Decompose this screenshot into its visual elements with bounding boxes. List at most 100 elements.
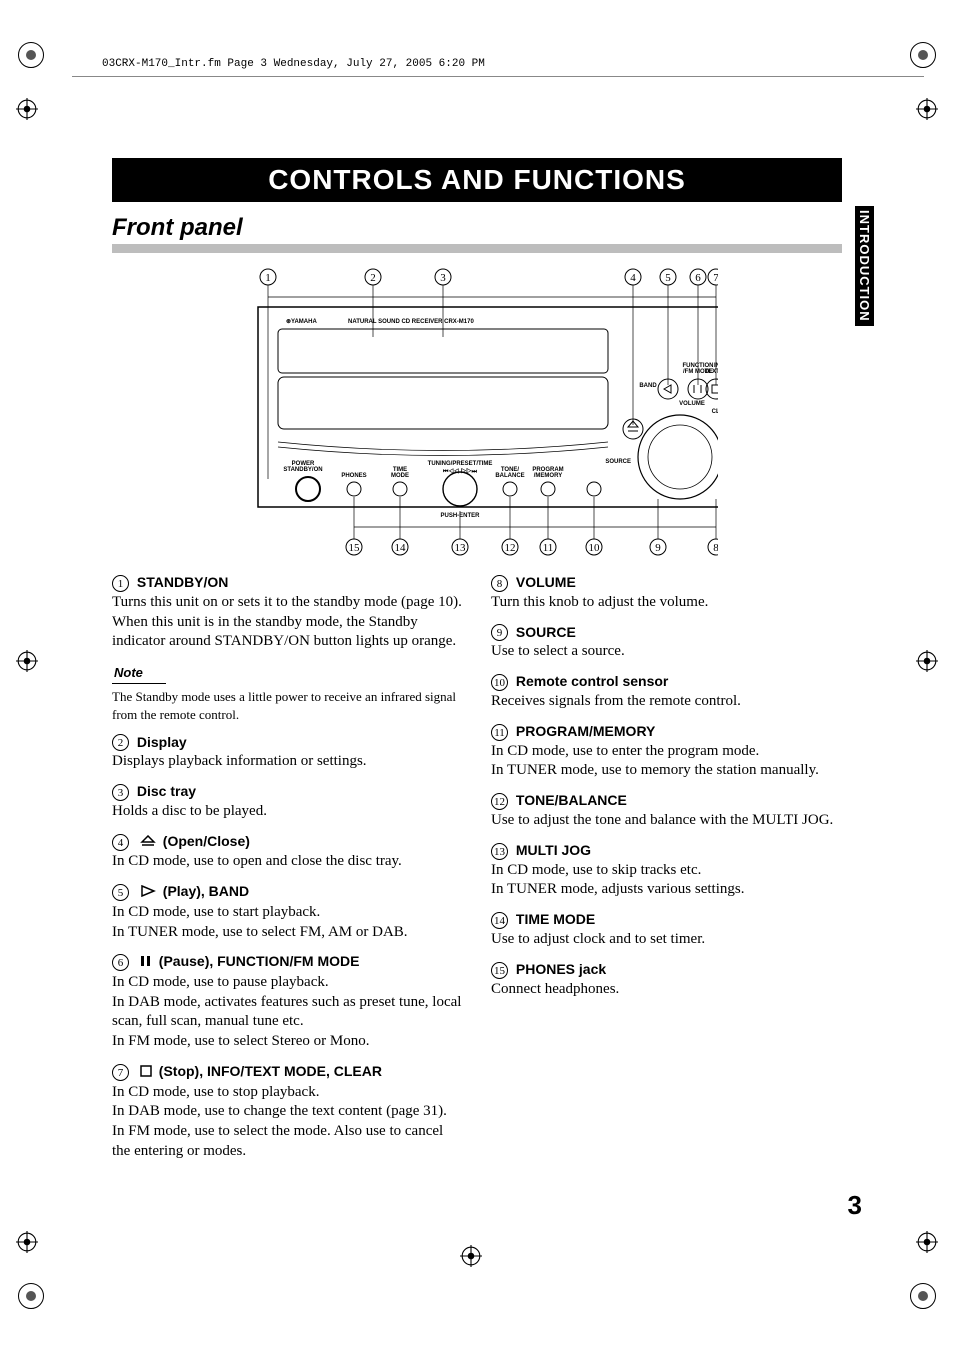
svg-text:BAND: BAND bbox=[639, 383, 657, 389]
registration-mark bbox=[16, 650, 38, 672]
item-body: Connect headphones. bbox=[491, 980, 842, 1000]
item-body: Use to adjust the tone and balance with … bbox=[491, 811, 842, 831]
crop-circle-br bbox=[910, 1283, 936, 1309]
callout-number: 7 bbox=[112, 1064, 129, 1081]
registration-mark bbox=[460, 1245, 482, 1267]
crop-circle-bl bbox=[18, 1283, 44, 1309]
svg-text:VOLUME: VOLUME bbox=[679, 401, 705, 407]
page-content: CONTROLS AND FUNCTIONS Front panel 1 2 3… bbox=[112, 158, 842, 1162]
item-body: Displays playback information or setting… bbox=[112, 752, 463, 772]
note-label: Note bbox=[112, 662, 166, 684]
svg-text:PHONES: PHONES bbox=[341, 473, 366, 479]
svg-text:1: 1 bbox=[265, 272, 271, 284]
description-columns: 1 STANDBY/ONTurns this unit on or sets i… bbox=[112, 573, 842, 1162]
page-title: CONTROLS AND FUNCTIONS bbox=[112, 158, 842, 202]
callout-number: 3 bbox=[112, 784, 129, 801]
svg-text:11: 11 bbox=[543, 542, 554, 554]
registration-mark bbox=[916, 1231, 938, 1253]
callout-number: 13 bbox=[491, 843, 508, 860]
item-body: In CD mode, use to skip tracks etc.In TU… bbox=[491, 861, 842, 901]
item-heading: 7 (Stop), INFO/TEXT MODE, CLEAR bbox=[112, 1062, 463, 1082]
item-title: VOLUME bbox=[516, 574, 576, 590]
item-title: (Play), BAND bbox=[163, 883, 249, 899]
note-text: The Standby mode uses a little power to … bbox=[112, 688, 463, 722]
svg-text:13: 13 bbox=[455, 542, 467, 554]
svg-text:CLEAR: CLEAR bbox=[712, 409, 718, 415]
stop-icon bbox=[140, 1063, 152, 1081]
grey-rule bbox=[112, 244, 842, 253]
item-body: Turn this knob to adjust the volume. bbox=[491, 593, 842, 613]
pause-icon bbox=[140, 953, 152, 971]
svg-text:7: 7 bbox=[713, 272, 718, 284]
callout-number: 12 bbox=[491, 793, 508, 810]
svg-text:MODE: MODE bbox=[391, 473, 409, 479]
registration-mark bbox=[916, 650, 938, 672]
callout-number: 1 bbox=[112, 575, 129, 592]
play-icon bbox=[140, 883, 156, 901]
item-heading: 8 VOLUME bbox=[491, 573, 842, 592]
section-subtitle: Front panel bbox=[112, 214, 842, 242]
item-heading: 10 Remote control sensor bbox=[491, 672, 842, 691]
page-number: 3 bbox=[848, 1190, 862, 1221]
item-body: Use to select a source. bbox=[491, 642, 842, 662]
svg-text:9: 9 bbox=[655, 542, 661, 554]
side-tab: INTRODUCTION bbox=[855, 206, 874, 326]
item-heading: 14 TIME MODE bbox=[491, 910, 842, 929]
item-title: Remote control sensor bbox=[516, 673, 668, 689]
item-body: In CD mode, use to start playback.In TUN… bbox=[112, 903, 463, 943]
callout-number: 5 bbox=[112, 884, 129, 901]
svg-text:NATURAL SOUND CD RECEIVER CR: NATURAL SOUND CD RECEIVER CRX-M170 bbox=[348, 319, 474, 325]
item-body: Turns this unit on or sets it to the sta… bbox=[112, 593, 463, 652]
item-title: PHONES jack bbox=[516, 961, 606, 977]
item-title: TIME MODE bbox=[516, 911, 595, 927]
crop-circle-tr bbox=[910, 42, 936, 68]
callout-number: 14 bbox=[491, 912, 508, 929]
item-heading: 1 STANDBY/ON bbox=[112, 573, 463, 592]
item-title: SOURCE bbox=[516, 624, 576, 640]
item-title: (Pause), FUNCTION/FM MODE bbox=[159, 953, 360, 969]
registration-mark bbox=[916, 98, 938, 120]
callout-number: 4 bbox=[112, 834, 129, 851]
header-rule bbox=[72, 76, 924, 77]
left-column: 1 STANDBY/ONTurns this unit on or sets i… bbox=[112, 573, 463, 1162]
callout-number: 10 bbox=[491, 674, 508, 691]
item-title: MULTI JOG bbox=[516, 842, 591, 858]
svg-text:3: 3 bbox=[440, 272, 446, 284]
front-panel-diagram: 1 2 3 4 5 6 7 bbox=[178, 267, 718, 557]
callout-number: 15 bbox=[491, 962, 508, 979]
svg-text:4: 4 bbox=[630, 272, 636, 284]
svg-text:8: 8 bbox=[713, 542, 718, 554]
registration-mark bbox=[16, 1231, 38, 1253]
callout-number: 8 bbox=[491, 575, 508, 592]
svg-text:6: 6 bbox=[695, 272, 701, 284]
svg-text:⊛YAMAHA: ⊛YAMAHA bbox=[286, 319, 317, 325]
svg-text:TEXT MODE: TEXT MODE bbox=[704, 369, 718, 375]
item-title: Display bbox=[137, 734, 187, 750]
svg-text:5: 5 bbox=[665, 272, 671, 284]
item-body: In CD mode, use to pause playback.In DAB… bbox=[112, 973, 463, 1052]
item-body: Use to adjust clock and to set timer. bbox=[491, 930, 842, 950]
item-heading: 2 Display bbox=[112, 733, 463, 752]
header-filename: 03CRX-M170_Intr.fm Page 3 Wednesday, Jul… bbox=[102, 58, 485, 70]
callout-number: 9 bbox=[491, 624, 508, 641]
item-title: STANDBY/ON bbox=[137, 574, 229, 590]
svg-text:TUNING/PRESET/TIME: TUNING/PRESET/TIME bbox=[428, 461, 493, 467]
svg-text:2: 2 bbox=[370, 272, 376, 284]
svg-text:15: 15 bbox=[349, 542, 361, 554]
item-heading: 5 (Play), BAND bbox=[112, 882, 463, 902]
item-title: (Open/Close) bbox=[163, 833, 250, 849]
item-body: In CD mode, use to enter the program mod… bbox=[491, 742, 842, 782]
callout-number: 6 bbox=[112, 954, 129, 971]
item-body: Holds a disc to be played. bbox=[112, 802, 463, 822]
item-heading: 6 (Pause), FUNCTION/FM MODE bbox=[112, 952, 463, 972]
item-heading: 3 Disc tray bbox=[112, 782, 463, 801]
item-title: PROGRAM/MEMORY bbox=[516, 723, 655, 739]
item-heading: 13 MULTI JOG bbox=[491, 841, 842, 860]
svg-text:14: 14 bbox=[395, 542, 407, 554]
crop-circle-tl bbox=[18, 42, 44, 68]
eject-icon bbox=[140, 833, 156, 851]
item-heading: 11 PROGRAM/MEMORY bbox=[491, 722, 842, 741]
svg-text:⏮◁◁ ▷▷⏭: ⏮◁◁ ▷▷⏭ bbox=[443, 468, 477, 475]
item-body: In CD mode, use to open and close the di… bbox=[112, 852, 463, 872]
svg-text:/MEMORY: /MEMORY bbox=[534, 473, 562, 479]
